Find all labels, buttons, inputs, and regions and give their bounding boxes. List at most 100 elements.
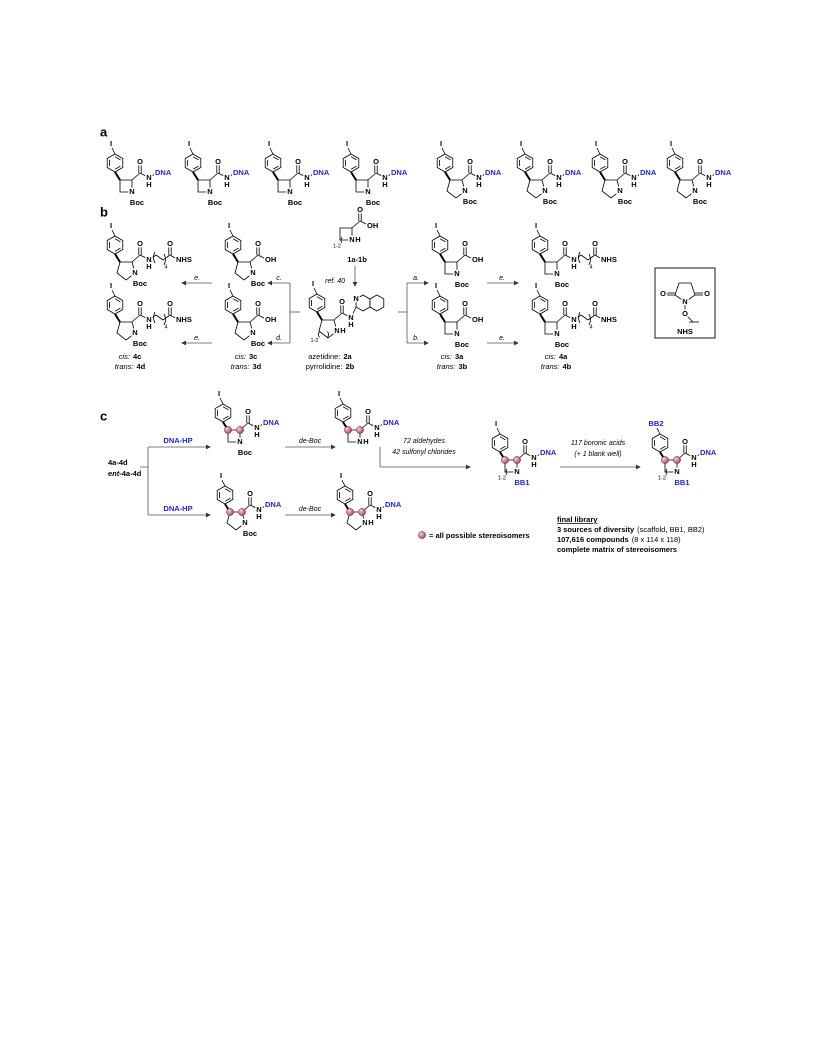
bond <box>297 172 307 178</box>
enantiomer-prefix: ent <box>108 469 120 478</box>
wedge-bond <box>192 171 199 181</box>
label: BB1 <box>674 478 689 487</box>
label: N <box>365 187 370 196</box>
label: N <box>224 173 229 182</box>
bond <box>369 504 379 510</box>
wedge-bond <box>439 253 446 263</box>
summary-bold: 107,616 compounds <box>557 535 629 544</box>
label: H <box>691 460 696 469</box>
label: N <box>129 187 134 196</box>
label: O <box>562 299 568 308</box>
double-bond <box>674 165 681 170</box>
label: I <box>346 139 348 148</box>
double-bond <box>272 156 279 161</box>
wedge-bond <box>232 253 239 263</box>
label: O <box>622 157 628 166</box>
double-bond <box>222 415 229 420</box>
label: DNA <box>383 418 400 427</box>
label: Boc <box>243 529 257 538</box>
bond <box>341 312 351 318</box>
bond <box>111 289 116 297</box>
label: 4 <box>589 264 592 270</box>
label: I <box>595 139 597 148</box>
stereocenter <box>224 426 232 434</box>
bond <box>436 289 441 297</box>
bond <box>533 453 541 459</box>
label: O <box>562 239 568 248</box>
bond <box>221 479 226 487</box>
label: N <box>242 518 247 527</box>
wedge-bond <box>599 171 606 181</box>
label: e. <box>194 335 200 342</box>
bond <box>587 254 596 261</box>
heterocycle <box>446 179 466 199</box>
label: O <box>339 297 345 306</box>
bond <box>693 453 701 459</box>
bond <box>148 314 157 321</box>
label: O <box>660 289 666 298</box>
label: 1-2 <box>658 475 666 481</box>
bond <box>111 147 116 155</box>
summary-line: 107,616 compounds (8 x 114 x 118) <box>557 535 681 544</box>
bond <box>139 314 149 320</box>
label: 1a-1b <box>347 255 367 264</box>
bond <box>139 172 149 178</box>
double-bond <box>224 497 231 502</box>
bond <box>624 172 634 178</box>
label: Boc <box>130 198 144 207</box>
wedge-bond <box>444 171 451 181</box>
heterocycle <box>234 321 254 341</box>
label: DNA <box>565 168 582 177</box>
label: H <box>355 235 360 244</box>
label: I <box>435 281 437 290</box>
summary-bold: 3 sources of diversity <box>557 525 635 534</box>
caption-stereo: trans: <box>541 362 560 371</box>
label: O <box>697 157 703 166</box>
label: H <box>571 322 576 331</box>
heterocycle <box>355 179 369 193</box>
label: 1-2 <box>498 475 506 481</box>
bond <box>464 314 474 320</box>
label: = all possible stereoisomers <box>429 531 530 540</box>
bond <box>289 172 299 181</box>
bond <box>247 422 257 428</box>
bond <box>376 423 384 429</box>
label: H <box>382 180 387 189</box>
double-bond <box>599 165 606 170</box>
bond <box>131 254 141 263</box>
heterocycle <box>526 179 546 199</box>
heterocycle <box>339 227 353 241</box>
stereocenter <box>226 508 234 516</box>
caption-stereo: trans: <box>115 362 134 371</box>
stereocenter <box>236 426 244 434</box>
label: I <box>435 221 437 230</box>
double-bond <box>192 165 199 170</box>
bond <box>464 254 474 260</box>
label: N <box>631 173 636 182</box>
caption-compound: 4b <box>563 362 572 371</box>
bond <box>558 173 566 179</box>
bond <box>131 314 141 323</box>
double-bond <box>192 156 199 161</box>
wedge-bond <box>539 253 546 263</box>
caption-compound: 4c <box>133 352 141 361</box>
bond <box>209 172 219 181</box>
heterocycle <box>116 261 136 281</box>
nhs-box <box>654 267 716 339</box>
double-bond <box>272 165 279 170</box>
label: O <box>245 407 251 416</box>
bond <box>249 504 259 510</box>
label: I <box>110 221 112 230</box>
bond <box>111 229 116 237</box>
caption-stereo: cis: <box>235 352 246 361</box>
bond <box>436 229 441 237</box>
label: N <box>132 268 137 277</box>
label: N <box>571 315 576 324</box>
caption-stereo: cis: <box>441 352 452 361</box>
label: Boc <box>238 448 252 457</box>
bond <box>556 254 566 263</box>
label: OH <box>367 221 378 230</box>
label: O <box>704 289 710 298</box>
bond <box>257 254 267 260</box>
